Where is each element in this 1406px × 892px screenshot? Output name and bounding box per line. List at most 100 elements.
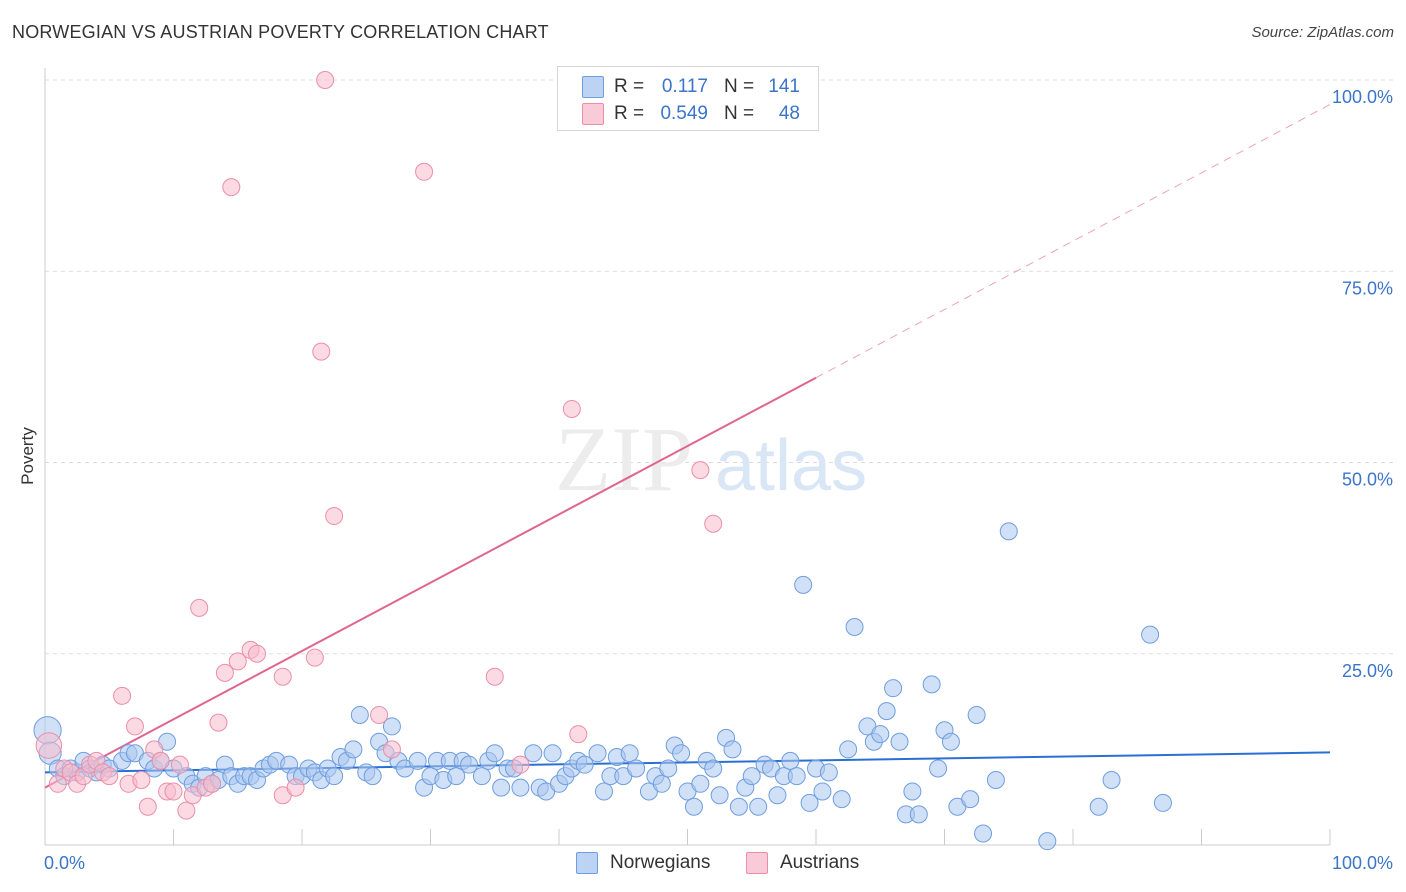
norwegian-point <box>485 744 504 763</box>
austrian-point <box>170 755 189 774</box>
norwegian-point <box>472 767 491 786</box>
austrian-point <box>704 514 723 533</box>
data-points <box>33 71 1172 851</box>
legend-swatch-norwegians <box>582 76 604 98</box>
austrian-point <box>316 71 335 89</box>
austrian-point <box>215 663 234 682</box>
y-tick-label: 25.0% <box>1342 661 1393 681</box>
norwegian-point <box>704 759 723 778</box>
austrian-point <box>485 667 504 686</box>
norwegian-point <box>382 717 401 736</box>
norwegian-point <box>941 732 960 751</box>
austrian-point <box>370 705 389 724</box>
austrian-point <box>569 725 588 744</box>
norwegian-point <box>742 767 761 786</box>
austrian-point <box>273 667 292 686</box>
norwegian-point <box>691 774 710 793</box>
norwegian-point <box>1089 797 1108 816</box>
legend-r-label: R = <box>614 103 645 124</box>
norwegian-point <box>363 767 382 786</box>
legend-n-value: 48 <box>778 103 800 124</box>
norwegian-point <box>922 675 941 694</box>
norwegian-point <box>929 759 948 778</box>
austrian-point <box>312 342 331 361</box>
norwegian-point <box>845 617 864 636</box>
norwegian-point <box>729 797 748 816</box>
bottom-legend-swatch-norwegians <box>576 852 598 874</box>
austrian-point <box>125 717 144 736</box>
austrian-point <box>382 740 401 759</box>
norwegian-point <box>460 755 479 774</box>
legend-swatch-austrians <box>582 103 604 125</box>
bottom-legend-austrians: Austrians <box>746 852 859 874</box>
norwegian-point <box>684 797 703 816</box>
norwegian-point <box>974 824 993 843</box>
bottom-legend-label-norwegians: Norwegians <box>610 852 711 873</box>
austrian-point <box>222 178 241 197</box>
chart-title: NORWEGIAN VS AUSTRIAN POVERTY CORRELATIO… <box>12 22 549 42</box>
norwegian-point <box>999 522 1018 541</box>
bottom-legend-label-austrians: Austrians <box>780 852 860 873</box>
y-axis-title: Poverty <box>18 427 37 485</box>
austrian-point <box>177 801 196 820</box>
norwegian-point <box>890 732 909 751</box>
norwegian-point <box>492 778 511 797</box>
tick-labels: 25.0% 50.0% 75.0% 100.0% 0.0% 100.0% <box>44 87 1393 873</box>
norwegian-point <box>723 740 742 759</box>
watermark-atlas: atlas <box>715 426 867 506</box>
y-tick-label: 50.0% <box>1342 470 1393 490</box>
norwegian-point <box>1141 625 1160 644</box>
x-tick-label-min: 0.0% <box>44 853 85 873</box>
legend-n-label: N = <box>724 76 755 97</box>
austrian-point <box>35 732 63 759</box>
austrian-point <box>209 713 228 732</box>
norwegian-point <box>967 705 986 724</box>
chart-source: Source: ZipAtlas.com <box>1251 24 1394 41</box>
norwegian-point <box>408 751 427 770</box>
trend-line-dashed-1 <box>815 104 1331 379</box>
norwegian-point <box>749 797 768 816</box>
norwegian-point <box>800 793 819 812</box>
norwegian-point <box>768 786 787 805</box>
austrian-point <box>203 774 222 793</box>
norwegian-point <box>447 767 466 786</box>
norwegian-point <box>1102 770 1121 789</box>
austrian-point <box>415 162 434 181</box>
austrian-point <box>691 461 710 480</box>
legend-r-value: 0.549 <box>660 103 708 124</box>
austrian-point <box>132 770 151 789</box>
norwegian-point <box>832 790 851 809</box>
norwegian-point <box>1153 793 1172 812</box>
norwegian-point <box>594 782 613 801</box>
norwegian-point <box>1038 832 1057 851</box>
austrian-point <box>151 751 170 770</box>
legend-n-value: 141 <box>768 76 800 97</box>
trend-lines <box>44 104 1331 789</box>
norwegian-point <box>672 744 691 763</box>
austrian-point <box>138 797 157 816</box>
austrian-point <box>325 507 344 526</box>
legend-n-label: N = <box>724 103 755 124</box>
norwegian-point <box>909 805 928 824</box>
norwegian-point <box>652 774 671 793</box>
austrian-point <box>511 755 530 774</box>
norwegian-point <box>575 755 594 774</box>
austrian-point <box>562 399 581 418</box>
x-tick-label-max: 100.0% <box>1332 853 1393 873</box>
austrian-point <box>190 598 209 617</box>
norwegian-point <box>961 790 980 809</box>
trend-line-solid-1 <box>44 376 817 789</box>
norwegian-point <box>794 575 813 594</box>
norwegian-point <box>877 702 896 721</box>
legend-r-value: 0.117 <box>661 76 708 97</box>
legend-r-label: R = <box>614 76 645 97</box>
legend-row-norwegians: R = 0.117 N = 141 <box>582 75 800 99</box>
norwegian-point <box>884 679 903 698</box>
watermark-zip: ZIP <box>555 408 693 510</box>
norwegian-point <box>659 759 678 778</box>
norwegian-point <box>620 744 639 763</box>
austrian-point <box>305 648 324 667</box>
norwegian-point <box>710 786 729 805</box>
stats-legend: R = 0.117 N = 141 R = 0.549 N = 48 <box>557 66 819 131</box>
norwegian-point <box>839 740 858 759</box>
